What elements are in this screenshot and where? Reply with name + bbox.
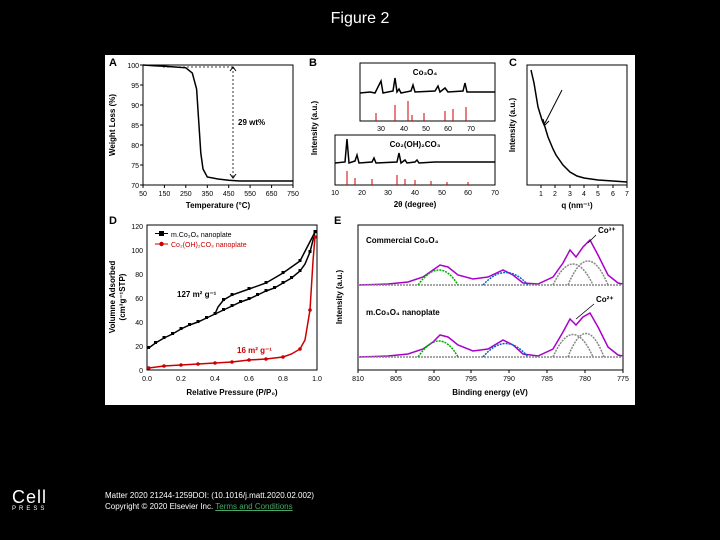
svg-text:2θ (degree): 2θ (degree) [394,200,437,209]
svg-text:m.Co₃O₄ nanoplate: m.Co₃O₄ nanoplate [366,308,440,317]
svg-text:100: 100 [131,248,143,255]
svg-text:0.6: 0.6 [244,376,254,383]
svg-text:30: 30 [377,126,385,133]
svg-text:Co²⁺: Co²⁺ [596,295,614,304]
panel-d-chart: 0 20 40 60 80 100 120 0.0 0.2 0.4 0.6 0.8 1.0 [105,213,330,403]
svg-text:60: 60 [464,190,472,197]
panel-c-chart: 1 2 3 4 5 6 7 q (nm⁻¹) Intensity (a.u.) [505,55,635,210]
svg-text:m.Co₃O₄ nanoplate: m.Co₃O₄ nanoplate [171,232,232,239]
panel-e-chart: Commercial Co₃O₄ Co³⁺ m.Co₃O₄ nanoplate … [330,213,635,403]
citation-line2: Copyright © 2020 Elsevier Inc. Terms and… [105,502,314,512]
svg-text:10: 10 [331,190,339,197]
svg-text:40: 40 [411,190,419,197]
svg-text:50: 50 [422,126,430,133]
svg-text:350: 350 [201,191,213,198]
svg-text:Volumne Adsorbed: Volumne Adsorbed [108,261,117,334]
svg-text:16 m² g⁻¹: 16 m² g⁻¹ [237,346,272,355]
svg-text:20: 20 [135,344,143,351]
svg-text:150: 150 [159,191,171,198]
svg-text:85: 85 [131,123,139,130]
svg-text:0.8: 0.8 [278,376,288,383]
svg-text:Co₂(OH)₂CO₃ nanoplate: Co₂(OH)₂CO₃ nanoplate [171,242,247,249]
svg-text:Co³⁺: Co³⁺ [598,226,616,235]
figure-title: Figure 2 [0,0,720,28]
panel-e: E Commercial Co₃O₄ Co³⁺ [330,213,635,403]
svg-text:0.2: 0.2 [176,376,186,383]
svg-text:0.0: 0.0 [142,376,152,383]
svg-text:550: 550 [244,191,256,198]
svg-text:70: 70 [467,126,475,133]
panel-e-label: E [334,215,341,227]
svg-text:q (nm⁻¹): q (nm⁻¹) [561,201,593,210]
svg-text:Relative Pressure (P/P₀): Relative Pressure (P/P₀) [186,388,278,397]
svg-text:70: 70 [491,190,499,197]
svg-text:40: 40 [135,320,143,327]
svg-text:1: 1 [539,191,543,198]
svg-text:95: 95 [131,83,139,90]
svg-text:120: 120 [131,224,143,231]
svg-text:Intensity (a.u.): Intensity (a.u.) [335,270,344,325]
svg-text:780: 780 [579,376,591,383]
svg-text:250: 250 [180,191,192,198]
panel-a-label: A [109,57,117,69]
panel-b-label: B [309,57,317,69]
panel-a-chart: 100 95 90 85 80 75 70 50 150 [105,55,305,210]
svg-text:650: 650 [266,191,278,198]
svg-text:75: 75 [131,163,139,170]
svg-text:795: 795 [465,376,477,383]
panel-d-label: D [109,215,117,227]
svg-text:Commercial Co₃O₄: Commercial Co₃O₄ [366,236,439,245]
panel-a: A 100 95 90 85 80 75 70 [105,55,305,210]
panel-d: D 0 20 40 60 80 100 120 0.0 0.2 0.4 0.6 0.8 1.… [105,213,330,403]
svg-text:80: 80 [135,272,143,279]
svg-text:810: 810 [352,376,364,383]
panel-c-label: C [509,57,517,69]
svg-text:805: 805 [390,376,402,383]
svg-text:90: 90 [131,103,139,110]
svg-text:60: 60 [444,126,452,133]
citation-line1: Matter 2020 21244-1259DOI: (10.1016/j.ma… [105,491,314,501]
svg-text:2: 2 [553,191,557,198]
svg-text:750: 750 [287,191,299,198]
svg-text:7: 7 [625,191,629,198]
svg-text:3: 3 [568,191,572,198]
svg-text:(cm³g⁻¹STP): (cm³g⁻¹STP) [118,273,127,320]
svg-text:50: 50 [438,190,446,197]
svg-text:0: 0 [139,368,143,375]
svg-text:785: 785 [541,376,553,383]
svg-text:Co₂(OH)₂CO₃: Co₂(OH)₂CO₃ [390,140,441,149]
panel-b-chart: Co₃O₄ 30 40 50 60 70 Co₂(OH)₂CO₃ [305,55,505,210]
svg-text:30: 30 [384,190,392,197]
svg-text:0.4: 0.4 [210,376,220,383]
svg-text:4: 4 [582,191,586,198]
svg-text:127 m² g⁻¹: 127 m² g⁻¹ [177,290,217,299]
panel-a-annotation: 29 wt% [238,118,265,127]
svg-text:Co₃O₄: Co₃O₄ [413,68,438,77]
svg-text:800: 800 [428,376,440,383]
cell-logo: Cell PRESS [12,487,47,512]
panel-b: B Co₃O₄ 30 40 50 60 70 [305,55,505,210]
svg-text:775: 775 [617,376,629,383]
svg-text:450: 450 [223,191,235,198]
svg-text:Intensity (a.u.): Intensity (a.u.) [508,98,517,153]
svg-text:60: 60 [135,296,143,303]
panel-c: C 12 34 56 7 q [505,55,635,210]
svg-text:790: 790 [503,376,515,383]
svg-text:70: 70 [131,183,139,190]
terms-link[interactable]: Terms and Conditions [215,502,292,511]
svg-text:80: 80 [131,143,139,150]
svg-text:20: 20 [358,190,366,197]
svg-text:Temperature (°C): Temperature (°C) [186,201,251,210]
svg-text:Intensity (a.u.): Intensity (a.u.) [310,101,319,156]
svg-text:100: 100 [127,63,139,70]
svg-text:Binding energy (eV): Binding energy (eV) [452,388,528,397]
svg-text:40: 40 [400,126,408,133]
svg-text:1.0: 1.0 [312,376,322,383]
svg-text:Weight Loss (%): Weight Loss (%) [108,94,117,156]
svg-text:6: 6 [611,191,615,198]
citation-footer: Matter 2020 21244-1259DOI: (10.1016/j.ma… [105,491,314,512]
svg-text:5: 5 [596,191,600,198]
svg-text:50: 50 [139,191,147,198]
figure-container: A 100 95 90 85 80 75 70 [105,55,635,405]
